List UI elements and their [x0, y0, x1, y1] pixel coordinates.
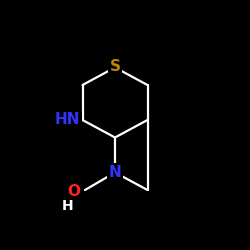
Text: N: N — [108, 165, 122, 180]
Text: S: S — [110, 59, 120, 74]
Text: HN: HN — [54, 112, 80, 128]
Text: H: H — [62, 199, 73, 213]
Text: O: O — [67, 184, 80, 199]
